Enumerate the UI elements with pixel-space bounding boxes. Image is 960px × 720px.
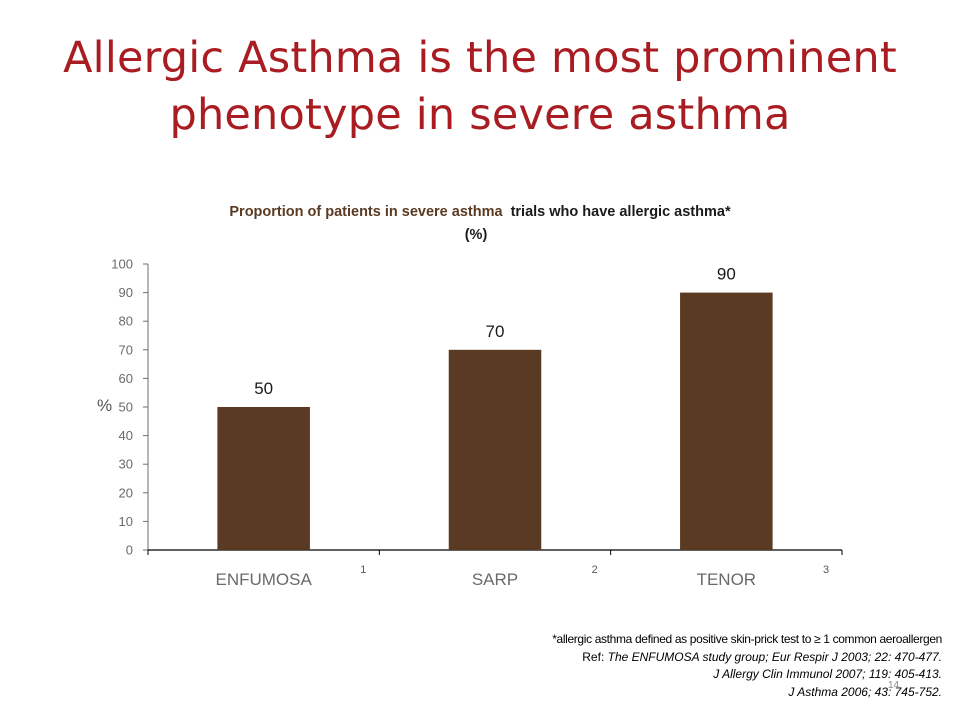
- slide-title-line-2: phenotype in severe asthma: [169, 90, 791, 140]
- chart-title-line-1: Proportion of patients in severe asthma …: [229, 204, 731, 220]
- footnote-definition: *allergic asthma defined as positive ski…: [552, 632, 942, 646]
- x-axis: [147, 549, 843, 555]
- y-tick-label: 10: [119, 514, 133, 529]
- reference-1-citation: The ENFUMOSA study group; Eur Respir J 2…: [607, 649, 942, 664]
- slide-title-line-1: Allergic Asthma is the most prominent: [63, 33, 897, 83]
- data-label: 70: [486, 322, 505, 341]
- y-tick-label: 30: [119, 457, 133, 472]
- reference-superscript: 2: [592, 564, 598, 576]
- data-label: 90: [717, 265, 736, 284]
- y-tick-label: 70: [119, 342, 133, 357]
- y-tick-label: 0: [126, 543, 133, 558]
- chart-title-part-1: Proportion of patients in severe asthma: [229, 204, 503, 220]
- footnote-reference-2: J Allergy Clin Immunol 2007; 119: 405-41…: [552, 666, 942, 684]
- page-number: 14: [888, 680, 900, 691]
- bar-enfumosa: [217, 407, 310, 550]
- reference-superscript: 1: [360, 564, 366, 576]
- footnote-reference-3: J Asthma 2006; 43: 745-752.: [552, 684, 942, 702]
- chart-title-part-2: trials who have allergic asthma*: [511, 204, 731, 220]
- category-label: SARP: [472, 570, 518, 589]
- y-tick-label: 50: [119, 400, 133, 415]
- chart-title-line-2: (%): [465, 227, 488, 243]
- reference-prefix: Ref:: [582, 649, 608, 664]
- category-label: ENFUMOSA: [215, 570, 312, 589]
- y-tick-label: 20: [119, 485, 133, 500]
- y-tick-label: 40: [119, 428, 133, 443]
- category-labels: ENFUMOSA 1 SARP 2 TENOR 3: [215, 564, 829, 589]
- data-labels: 50 70 90: [254, 265, 736, 398]
- data-label: 50: [254, 379, 273, 398]
- footnotes: *allergic asthma defined as positive ski…: [552, 631, 942, 701]
- reference-superscript: 3: [823, 564, 829, 576]
- y-tick-label: 90: [119, 285, 133, 300]
- reference-2-citation: J Allergy Clin Immunol 2007; 119: 405-41…: [713, 667, 942, 681]
- y-tick-label: 60: [119, 371, 133, 386]
- y-tick-label: 80: [119, 314, 133, 329]
- y-tick-label: 100: [111, 257, 133, 272]
- slide-title: Allergic Asthma is the most prominent ph…: [40, 30, 920, 144]
- y-axis: 0 10 20 30 40 50 60 70 80 90 100: [111, 257, 149, 558]
- reference-3-citation: J Asthma 2006; 43: 745-752.: [788, 684, 942, 699]
- bar-tenor: [680, 292, 773, 550]
- bar-sarp: [448, 349, 542, 550]
- y-axis-label: %: [97, 396, 112, 415]
- bar-chart: Proportion of patients in severe asthma …: [97, 204, 843, 589]
- bars: [217, 292, 773, 550]
- footnote-reference-1: Ref: The ENFUMOSA study group; Eur Respi…: [552, 649, 942, 667]
- category-label: TENOR: [697, 570, 757, 589]
